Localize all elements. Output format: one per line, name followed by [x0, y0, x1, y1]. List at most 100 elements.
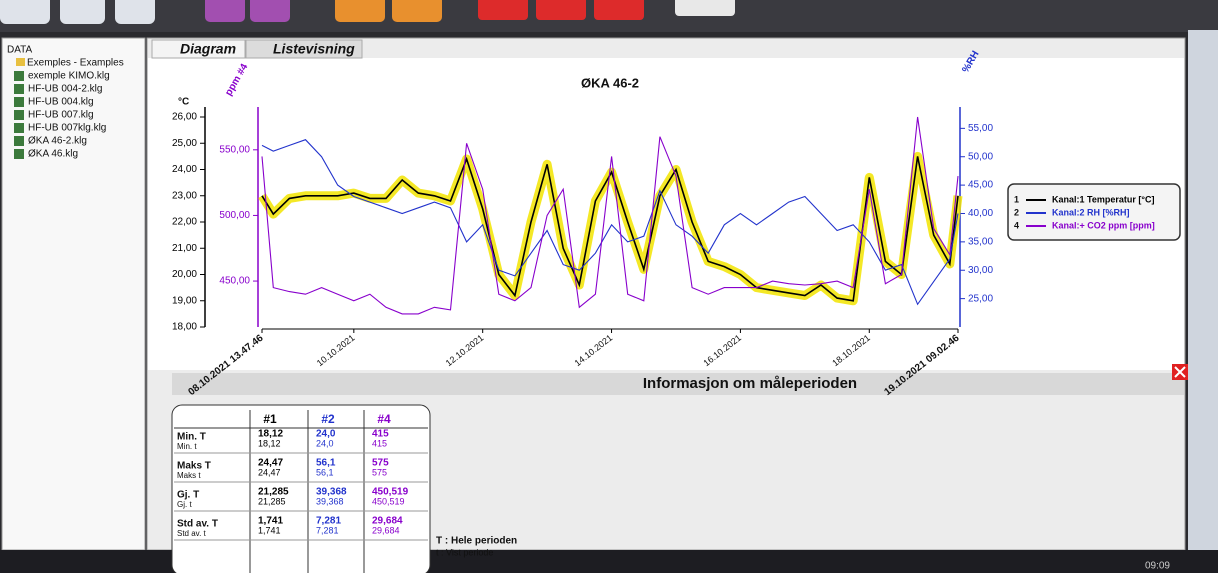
info-table — [171, 404, 431, 573]
tick-label: 20,00 — [172, 269, 197, 280]
tree-file[interactable]: ØKA 46-2.klg — [28, 136, 87, 147]
series-line — [261, 156, 959, 302]
chart-title: ØKA 46-2 — [581, 75, 639, 90]
tool-button[interactable] — [675, 0, 735, 16]
row-sublabel: Std av. t — [177, 529, 207, 538]
tree-file[interactable]: HF-UB 007klg.klg — [28, 123, 106, 134]
series-line — [261, 139, 959, 306]
info-note: t : Vist periode — [436, 547, 493, 557]
tree-file[interactable]: ØKA 46.klg — [28, 149, 78, 160]
tool-button[interactable] — [335, 0, 385, 22]
tree-file[interactable]: HF-UB 004-2.klg — [28, 84, 102, 95]
tree-folder[interactable]: Exemples - Examples — [27, 58, 124, 69]
tick-label: 30,00 — [968, 265, 993, 276]
row-sublabel: Min. t — [177, 442, 197, 451]
cell-subvalue: 21,285 — [258, 496, 286, 506]
row-label: Std av. T — [177, 519, 218, 530]
row-label: Min. T — [177, 432, 206, 443]
folder-icon — [16, 58, 25, 66]
file-icon — [14, 71, 24, 81]
column-header: #4 — [377, 412, 391, 426]
legend-label: Kanal:2 RH [%RH] — [1052, 207, 1130, 217]
row-sublabel: Maks t — [177, 471, 201, 480]
tab-label[interactable]: Listevisning — [273, 41, 355, 57]
cell-value: 1,741 — [258, 516, 283, 527]
cell-value: 24,0 — [316, 429, 336, 440]
tick-label: 40,00 — [968, 208, 993, 219]
cell-subvalue: 39,368 — [316, 496, 344, 506]
cell-subvalue: 24,0 — [316, 438, 334, 448]
tree-panel — [1, 37, 146, 551]
tick-label: 550,00 — [219, 144, 250, 155]
cell-subvalue: 415 — [372, 438, 387, 448]
file-icon — [14, 149, 24, 159]
cell-value: 415 — [372, 429, 389, 440]
tool-button[interactable] — [536, 0, 586, 20]
tab-label[interactable]: Diagram — [180, 41, 236, 57]
tick-label: 35,00 — [968, 237, 993, 248]
tree-file[interactable]: exemple KIMO.klg — [28, 71, 110, 82]
tool-button[interactable] — [594, 0, 644, 20]
tree-root[interactable]: DATA — [7, 45, 33, 56]
tick-label: 23,00 — [172, 190, 197, 201]
tick-label: 45,00 — [968, 180, 993, 191]
cell-subvalue: 1,741 — [258, 525, 281, 535]
tool-button[interactable] — [60, 0, 105, 24]
file-icon — [14, 110, 24, 120]
tick-label: 450,00 — [219, 276, 250, 287]
tool-button[interactable] — [392, 0, 442, 22]
tree-file[interactable]: HF-UB 004.klg — [28, 97, 94, 108]
legend-label: Kanal:1 Temperatur [°C] — [1052, 194, 1154, 204]
cell-value: 56,1 — [316, 458, 336, 469]
cell-value: 18,12 — [258, 429, 283, 440]
tick-label: 50,00 — [968, 151, 993, 162]
tick-label: 25,00 — [968, 293, 993, 304]
cell-subvalue: 575 — [372, 467, 387, 477]
tick-label: 22,00 — [172, 217, 197, 228]
tree-file[interactable]: HF-UB 007.klg — [28, 110, 94, 121]
row-label: Gj. T — [177, 490, 199, 501]
tick-label: 18,00 — [172, 322, 197, 333]
legend — [1007, 183, 1181, 241]
cell-subvalue: 29,684 — [372, 525, 400, 535]
tick-label: 500,00 — [219, 210, 250, 221]
info-title: Informasjon om måleperioden — [643, 375, 857, 392]
series-line — [261, 116, 959, 315]
cell-value: 7,281 — [316, 516, 341, 527]
tab-active[interactable] — [151, 39, 246, 59]
tick-label: 19,00 — [172, 295, 197, 306]
cell-value: 39,368 — [316, 487, 347, 498]
legend-id: 1 — [1014, 194, 1019, 204]
tool-button[interactable] — [0, 0, 50, 24]
tool-button[interactable] — [115, 0, 155, 24]
cell-value: 575 — [372, 458, 389, 469]
legend-id: 4 — [1014, 220, 1019, 230]
tool-button[interactable] — [478, 0, 528, 20]
cell-value: 450,519 — [372, 487, 409, 498]
legend-id: 2 — [1014, 207, 1019, 217]
row-label: Maks T — [177, 461, 211, 472]
column-header: #1 — [263, 412, 277, 426]
info-note: T : Hele perioden — [436, 536, 517, 547]
tab[interactable] — [245, 39, 363, 59]
cell-value: 24,47 — [258, 458, 283, 469]
tick-label: 55,00 — [968, 123, 993, 134]
legend-label: Kanal:+ CO2 ppm [ppm] — [1052, 220, 1155, 230]
y-axis-label: °C — [178, 97, 189, 108]
tick-label: 26,00 — [172, 112, 197, 123]
column-header: #2 — [321, 412, 335, 426]
tick-label: 25,00 — [172, 138, 197, 149]
tick-label: 24,00 — [172, 164, 197, 175]
tool-button[interactable] — [205, 0, 245, 22]
close-icon — [1174, 366, 1186, 378]
tool-button[interactable] — [250, 0, 290, 22]
cell-value: 21,285 — [258, 487, 289, 498]
file-icon — [14, 97, 24, 107]
tick-label: 21,00 — [172, 243, 197, 254]
file-icon — [14, 84, 24, 94]
row-sublabel: Gj. t — [177, 500, 192, 509]
file-icon — [14, 136, 24, 146]
cell-subvalue: 56,1 — [316, 467, 334, 477]
clock: 09:09 — [1145, 561, 1170, 572]
